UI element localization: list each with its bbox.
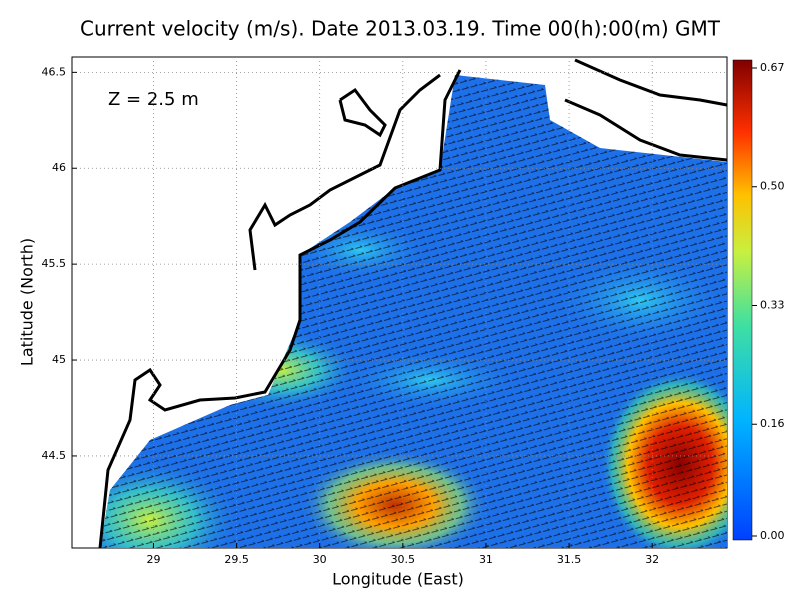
colorbar-tick-label: 0.67 (760, 61, 785, 74)
x-tick-label: 32 (645, 553, 659, 566)
depth-annotation: Z = 2.5 m (108, 89, 199, 110)
title: Current velocity (m/s). Date 2013.03.19.… (80, 17, 721, 41)
y-axis-label: Latitude (North) (18, 238, 37, 366)
y-tick-label: 45 (52, 353, 66, 366)
x-tick-label: 31.5 (557, 553, 582, 566)
x-axis-label: Longitude (East) (332, 570, 464, 589)
x-tick-label: 29.5 (224, 553, 249, 566)
colorbar-tick-label: 0.50 (760, 180, 785, 193)
y-tick-label: 46.5 (42, 65, 67, 78)
y-tick-label: 45.5 (42, 257, 67, 270)
x-tick-label: 29 (146, 553, 160, 566)
x-tick-label: 30.5 (391, 553, 416, 566)
y-tick-label: 44.5 (42, 449, 67, 462)
colorbar-tick-label: 0.00 (760, 529, 785, 542)
colorbar (732, 59, 753, 541)
x-tick-label: 31 (479, 553, 493, 566)
x-tick-label: 30 (313, 553, 327, 566)
colorbar-tick-label: 0.33 (760, 298, 785, 311)
y-tick-label: 46 (52, 161, 66, 174)
colorbar-tick-label: 0.16 (760, 417, 785, 430)
